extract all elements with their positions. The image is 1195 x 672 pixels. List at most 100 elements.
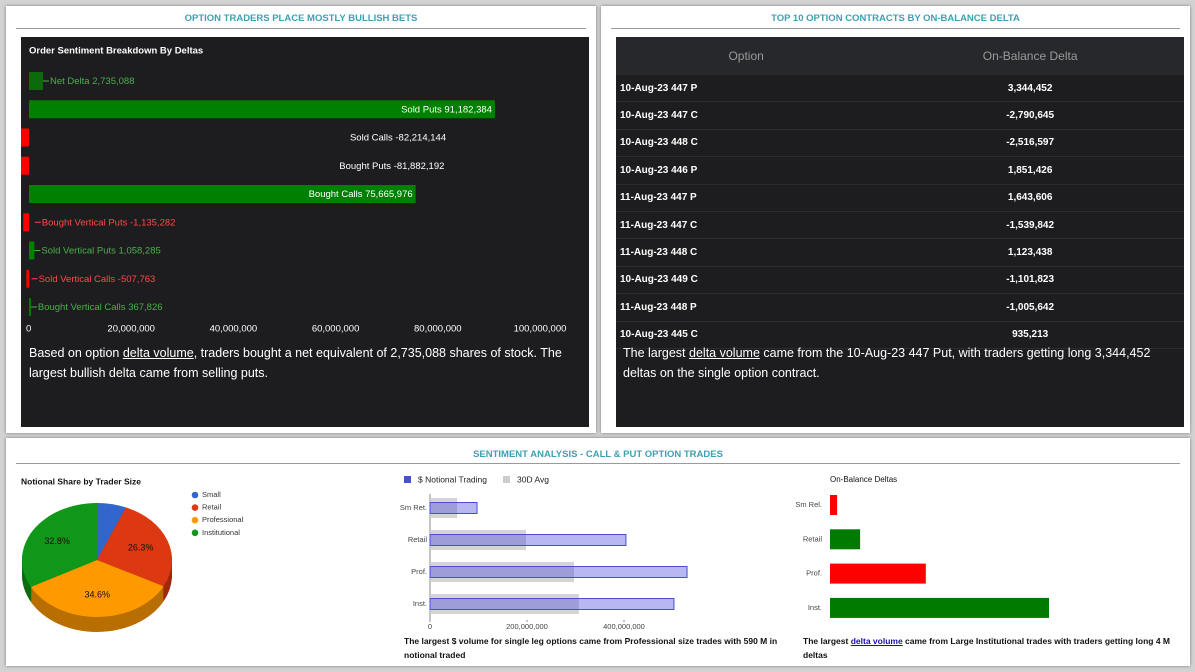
bar-label: Sold Puts 91,182,384 [401,104,492,115]
cell: 3,344,452 [876,75,1184,103]
row: 11-Aug-23 448 P -1,005,642 [616,293,1184,322]
text: Based on option [29,346,123,360]
bar [29,185,416,203]
cell: -2,516,597 [876,129,1184,158]
rule [611,28,1180,29]
bar [23,213,29,232]
x-tick-label: 60,000,000 [312,324,360,335]
bar [0,128,29,147]
chart-title: Order Sentiment Breakdown By Deltas [29,46,203,57]
cell: -2,790,645 [876,101,1184,130]
panel: SENTIMENT ANALYSIS - CALL & PUT OPTION T… [6,438,1190,666]
row: 10-Aug-23 447 P 3,344,452 [616,75,1184,103]
cell: 10-Aug-23 447 C [616,101,877,130]
value-label: -1,135,282 [130,217,175,228]
text: The largest [803,636,851,646]
bar [29,100,495,119]
summary: Based on option delta volume, traders bo… [29,343,584,383]
bar [29,72,43,90]
caption: The largest $ volume for single leg opti… [404,636,778,660]
text: The largest [623,346,690,360]
category: Sold Vertical Calls [39,273,116,284]
category: Bought Puts [339,160,391,171]
row: 11-Aug-23 448 C 1,123,438 [616,238,1184,267]
cell: 10-Aug-23 445 C [616,321,877,349]
category: Bought Vertical Puts [42,217,128,228]
x-tick-label: 0 [26,324,31,335]
cell: 11-Aug-23 448 C [616,238,877,267]
value-label: 1,058,285 [119,245,161,256]
header-row: Option On-Balance Delta [616,37,1184,75]
row: 11-Aug-23 447 P 1,643,606 [616,184,1184,212]
cell: -1,539,842 [876,211,1184,240]
cell: -1,101,823 [876,266,1184,295]
cell: 10-Aug-23 446 P [616,156,877,185]
bar [26,269,29,288]
link[interactable]: delta volume [850,636,903,646]
column-header: Option [616,37,877,75]
rule [16,463,1180,464]
cell: 10-Aug-23 447 P [616,75,877,103]
bar [29,298,31,316]
cell: 11-Aug-23 447 P [616,184,877,212]
value-label: 367,826 [128,302,162,313]
cell: 11-Aug-23 448 P [616,293,877,322]
cell: 10-Aug-23 448 C [616,129,877,158]
panel-title: TOP 10 OPTION CONTRACTS BY ON-BALANCE DE… [771,13,1020,24]
caption: The largest delta volume came from Large… [803,634,1183,662]
category: Bought Calls [309,189,363,200]
row: 11-Aug-23 447 C -1,539,842 [616,211,1184,240]
bar-label: Net Delta 2,735,088 [50,76,135,87]
value-label: -81,882,192 [394,160,445,171]
cell: -1,005,642 [876,293,1184,322]
text: came from Large Institutional trades wit… [803,636,1171,660]
link[interactable]: delta volume [122,346,194,360]
value-label: 91,182,384 [444,104,492,115]
rule [16,28,586,29]
link[interactable]: delta volume [689,346,760,360]
category: Sold Calls [350,132,393,143]
cell: 1,851,426 [876,156,1184,185]
x-tick-label: 20,000,000 [107,324,155,335]
bar [0,156,29,175]
table: Option On-Balance Delta 10-Aug-23 447 P 3,3… [616,37,1184,349]
category: Net Delta [50,76,90,87]
panel-title: OPTION TRADERS PLACE MOSTLY BULLISH BETS [184,13,418,24]
bar-label: Bought Calls 75,665,976 [309,189,413,200]
cell: 1,123,438 [876,238,1184,267]
cell: 935,213 [876,321,1184,349]
row: 10-Aug-23 445 C 935,213 [616,321,1184,349]
row: 10-Aug-23 447 C -2,790,645 [616,101,1184,130]
value-label: 2,735,088 [92,76,134,87]
panel: TOP 10 OPTION CONTRACTS BY ON-BALANCE DE… [601,6,1190,433]
bar-label: Bought Puts -81,882,192 [339,160,444,171]
category: Bought Vertical Calls [38,302,126,313]
row: 10-Aug-23 449 C -1,101,823 [616,266,1184,295]
bar-label: Sold Calls -82,214,144 [350,132,446,143]
value-label: 75,665,976 [365,189,413,200]
panel-title: SENTIMENT ANALYSIS - CALL & PUT OPTION T… [473,449,723,460]
panel: OPTION TRADERS PLACE MOSTLY BULLISH BETS… [0,6,596,433]
row: 10-Aug-23 448 C -2,516,597 [616,129,1184,158]
value-label: -82,214,144 [395,132,446,143]
category: Sold Puts [401,104,442,115]
bar [29,241,35,260]
category: Sold Vertical Puts [41,245,116,256]
cell: 11-Aug-23 447 C [616,211,877,240]
text: , traders bought a net equivalent of 2,7… [29,346,562,380]
x-tick-label: 100,000,000 [514,324,567,335]
column-header: On-Balance Delta [876,37,1184,75]
bar-label: Sold Vertical Puts 1,058,285 [41,245,160,256]
cell: 10-Aug-23 449 C [616,266,877,295]
chart-area: Order Sentiment Breakdown By Deltas 0 20,0… [0,37,589,427]
row: 10-Aug-23 446 P 1,851,426 [616,156,1184,185]
x-tick-label: 80,000,000 [414,324,462,335]
summary: The largest delta volume came from the 1… [623,343,1178,383]
text: came from the 10-Aug-23 447 Put, with tr… [623,346,1151,380]
x-tick-label: 40,000,000 [210,324,258,335]
chart: Order Sentiment Breakdown By Deltas 0 20,0… [0,46,567,335]
bar-label: Sold Vertical Calls -507,763 [39,273,156,284]
bar-label: Bought Vertical Puts -1,135,282 [42,217,176,228]
value-label: -507,763 [118,273,156,284]
